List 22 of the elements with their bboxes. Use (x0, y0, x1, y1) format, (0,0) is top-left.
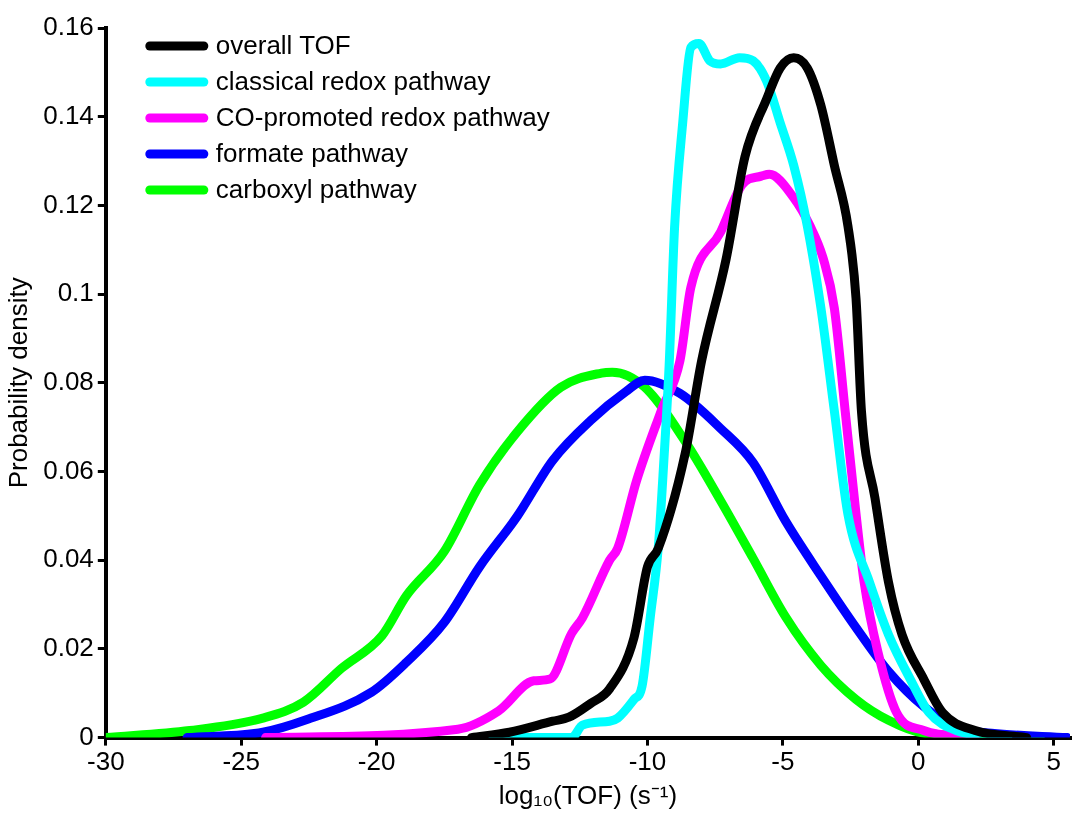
legend-label: CO-promoted redox pathway (215, 102, 550, 133)
legend-label: classical redox pathway (215, 66, 491, 97)
x-tick-label: -25 (222, 746, 261, 777)
legend-label: carboxyl pathway (215, 174, 417, 205)
x-tick-label: -15 (493, 746, 531, 777)
x-tick-label: 0 (911, 746, 926, 777)
y-tick-label: 0.14 (43, 99, 94, 130)
x-axis-title: log₁₀(TOF) (s⁻¹) (498, 779, 678, 810)
y-tick-label: 0.12 (43, 188, 94, 219)
x-tick-label: 5 (1046, 746, 1061, 777)
x-tick-label: -10 (628, 746, 667, 777)
legend-label: formate pathway (215, 138, 409, 169)
y-tick-label: 0.06 (43, 454, 94, 485)
y-tick-label: 0.04 (43, 543, 94, 574)
y-tick-label: 0.16 (43, 11, 94, 42)
y-tick-label: 0.02 (43, 632, 94, 663)
y-tick-label: 0.08 (43, 365, 94, 396)
y-axis-title: Probability density (2, 277, 33, 489)
x-tick-label: -20 (357, 746, 396, 777)
legend-label: overall TOF (215, 30, 351, 61)
y-tick-label: 0.1 (57, 277, 94, 308)
x-tick-label: -5 (771, 746, 795, 777)
